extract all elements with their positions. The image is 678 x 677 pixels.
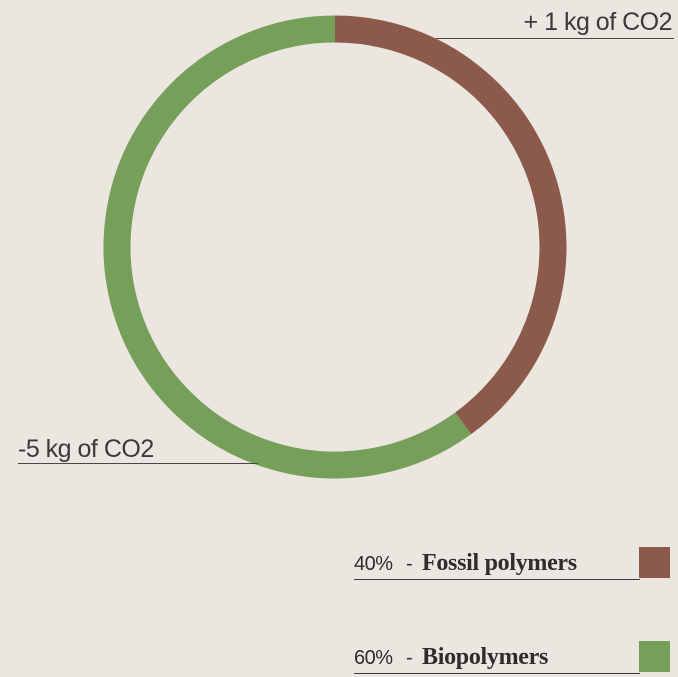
legend-separator: - <box>406 553 413 575</box>
legend-item-bio: 60% - Biopolymers <box>354 640 674 674</box>
legend-swatch-bio <box>639 641 670 672</box>
legend-underline <box>354 579 640 580</box>
legend-underline <box>354 673 640 674</box>
callout-fossil-co2: + 1 kg of CO2 <box>523 8 673 36</box>
legend-item-fossil: 40% - Fossil polymers <box>354 546 674 580</box>
legend-swatch-fossil <box>639 547 670 578</box>
callout-bio-leader <box>18 463 258 464</box>
legend-label: Fossil polymers <box>422 550 577 576</box>
donut-slice-biopolymers <box>103 15 472 479</box>
legend-label: Biopolymers <box>422 644 549 670</box>
legend-percent: 40% <box>354 553 393 575</box>
legend-separator: - <box>406 647 413 669</box>
callout-bio-co2: -5 kg of CO2 <box>18 435 154 463</box>
callout-fossil-leader <box>436 38 674 39</box>
legend-percent: 60% <box>354 647 393 669</box>
donut-slice-fossil-polymers <box>334 15 567 435</box>
